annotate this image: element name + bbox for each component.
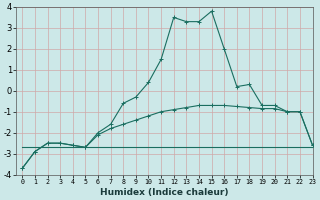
X-axis label: Humidex (Indice chaleur): Humidex (Indice chaleur) xyxy=(100,188,228,197)
